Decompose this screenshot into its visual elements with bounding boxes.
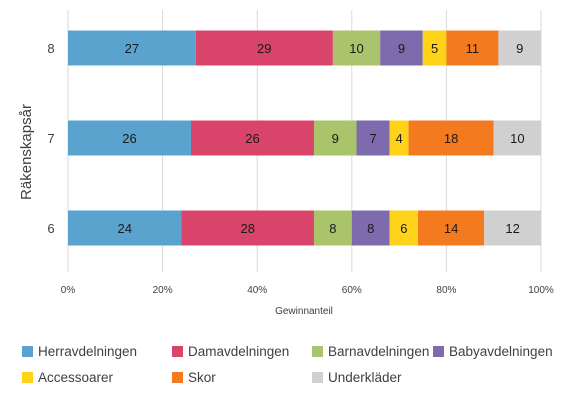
legend-swatch: [312, 372, 323, 383]
data-label: 11: [466, 41, 480, 56]
data-label: 8: [367, 221, 374, 236]
x-axis-label: Gewinnanteil: [275, 306, 333, 317]
data-label: 4: [395, 131, 402, 146]
legend-item: Babyavdelningen: [433, 344, 553, 359]
legend-swatch: [433, 346, 444, 357]
bar-segment: [389, 210, 419, 246]
category-labels: 8 7 6: [47, 41, 54, 236]
bar-segment: [190, 120, 314, 156]
x-tick-label: 0%: [61, 285, 76, 296]
bar-segment: [389, 120, 409, 156]
legend-item: Herravdelningen: [22, 344, 137, 359]
bar-segment: [422, 30, 447, 66]
bar-segment: [446, 30, 499, 66]
legend-item: Barnavdelningen: [312, 344, 429, 359]
legend-item: Skor: [172, 370, 216, 385]
x-tick-labels: 0% 20% 40% 60% 80% 100%: [61, 285, 554, 296]
bar-segment: [351, 210, 390, 246]
y-axis-label: Räkenskapsår: [18, 104, 35, 200]
bar-segment: [332, 30, 381, 66]
category-label: 7: [47, 131, 54, 146]
data-label: 10: [349, 41, 363, 56]
x-tick-label: 80%: [436, 285, 456, 296]
category-label: 8: [47, 41, 54, 56]
bar-segment: [181, 210, 314, 246]
x-tick-label: 40%: [247, 285, 267, 296]
bar-segment: [380, 30, 423, 66]
bar-segment: [195, 30, 333, 66]
legend-label: Accessoarer: [38, 370, 114, 385]
data-label: 27: [125, 41, 139, 56]
bar-segment: [313, 120, 357, 156]
data-label: 14: [444, 221, 458, 236]
legend-swatch: [22, 372, 33, 383]
data-label: 7: [369, 131, 376, 146]
bar-segment: [493, 120, 541, 156]
legend-label: Underkläder: [328, 370, 402, 385]
bars: 27 29 10 9 5 11 9 26 26 9 7 4 18 10 24 28 8 8 6 14 12: [68, 30, 541, 246]
legend-label: Herravdelningen: [38, 344, 138, 359]
legend-item: Accessoarer: [22, 370, 113, 385]
category-label: 6: [47, 221, 54, 236]
x-tick-label: 20%: [153, 285, 173, 296]
x-tick-label: 100%: [528, 285, 554, 296]
bar-segment: [68, 210, 182, 246]
legend-item: Underkläder: [312, 370, 402, 385]
legend-swatch: [312, 346, 323, 357]
data-label: 12: [505, 221, 519, 236]
legend-label: Babyavdelningen: [449, 344, 553, 359]
bar-segment: [408, 120, 494, 156]
bar-segment: [498, 30, 541, 66]
data-label: 5: [431, 41, 438, 56]
legend-swatch: [22, 346, 33, 357]
bar-segment: [68, 120, 191, 156]
bar-segment: [418, 210, 485, 246]
legend-label: Barnavdelningen: [328, 344, 430, 359]
data-label: 10: [510, 131, 524, 146]
legend-label: Skor: [188, 370, 216, 385]
data-label: 26: [122, 131, 136, 146]
legend-swatch: [172, 346, 183, 357]
data-label: 28: [241, 221, 255, 236]
legend-swatch: [172, 372, 183, 383]
data-label: 24: [118, 221, 132, 236]
data-label: 18: [444, 131, 458, 146]
data-label: 26: [245, 131, 259, 146]
bar-segment: [68, 30, 196, 66]
data-label: 6: [400, 221, 407, 236]
data-label: 9: [516, 41, 523, 56]
bar-segment: [313, 210, 352, 246]
legend-label: Damavdelningen: [188, 344, 290, 359]
data-label: 9: [398, 41, 405, 56]
data-label: 9: [332, 131, 339, 146]
legend-item: Damavdelningen: [172, 344, 289, 359]
data-label: 29: [257, 41, 271, 56]
bar-segment: [484, 210, 541, 246]
bar-segment: [356, 120, 390, 156]
data-label: 8: [329, 221, 336, 236]
x-tick-label: 60%: [342, 285, 362, 296]
